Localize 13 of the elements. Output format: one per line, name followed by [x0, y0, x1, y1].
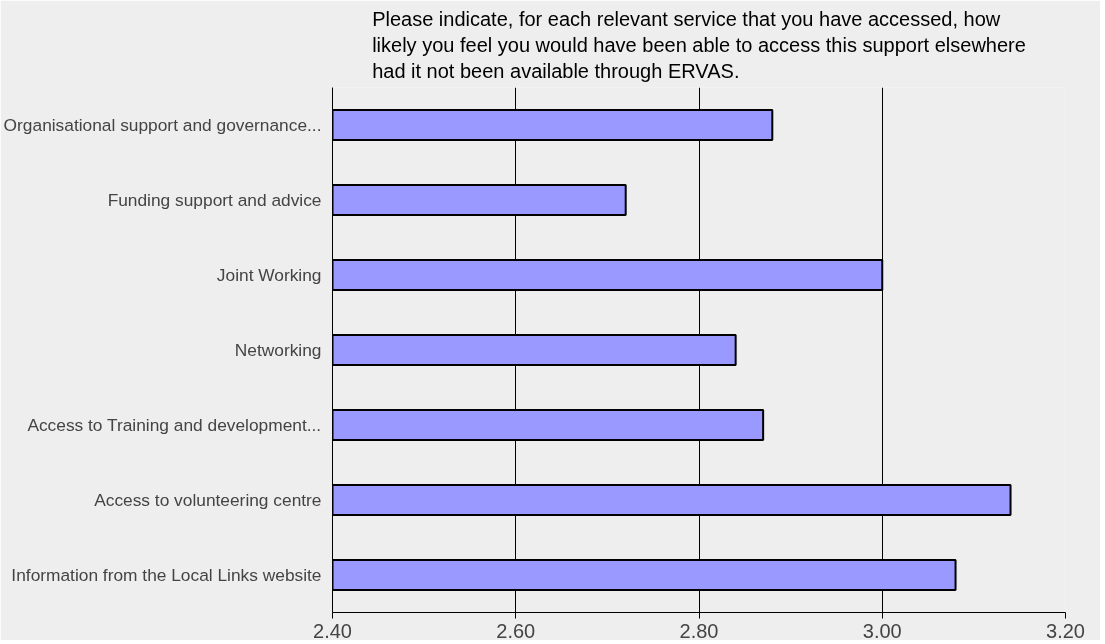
y-tick-label: Networking	[234, 340, 322, 360]
x-tick-label: 3.20	[1046, 619, 1085, 642]
x-tick-label: 2.80	[679, 619, 719, 642]
y-tick-label: Funding support and advice	[107, 190, 322, 210]
y-tick-label: Access to Training and development...	[27, 415, 322, 435]
y-tick-label: Information from the Local Links website	[11, 565, 322, 585]
y-tick-label: Organisational support and governance...	[3, 115, 322, 135]
chart-title: Please indicate, for each relevant service that you have accessed, how likely you feel you would have been able to access this support elsewhere had it not been available through ERVAS.	[372, 7, 1026, 83]
y-tick-label: Joint Working	[216, 265, 322, 285]
x-tick-label: 2.60	[496, 619, 536, 642]
x-tick-label: 3.00	[862, 619, 902, 642]
x-tick-label: 2.40	[313, 619, 352, 642]
y-tick-label: Access to volunteering centre	[94, 490, 322, 510]
